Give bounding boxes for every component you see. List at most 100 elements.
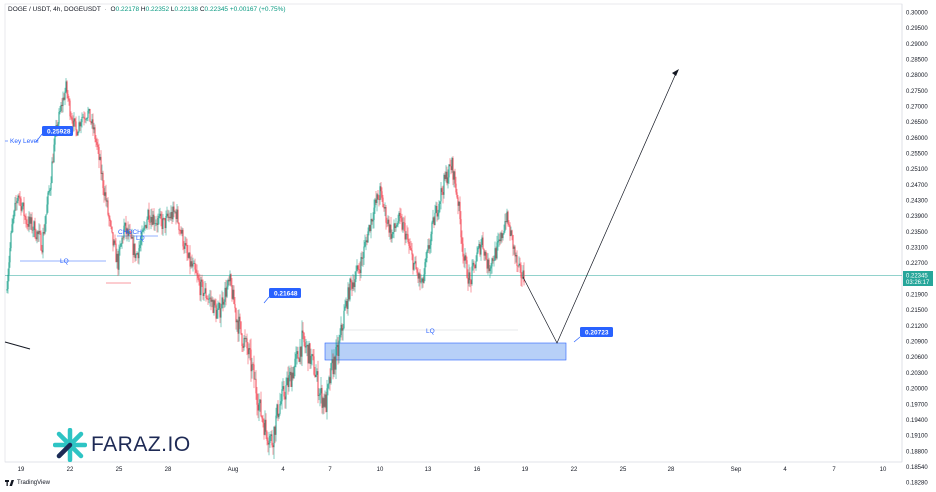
last-price-tag[interactable]: 0.22345 03:26:17 (903, 271, 933, 286)
candle (261, 415, 263, 422)
candle (284, 391, 286, 409)
candle (151, 208, 153, 227)
candle (484, 250, 486, 262)
candle (396, 222, 398, 228)
candle (196, 264, 198, 283)
price-tick-label: 0.22700 (906, 261, 928, 267)
price-tick-label: 0.30000 (906, 11, 928, 17)
candle (453, 170, 455, 188)
candle (371, 218, 373, 225)
time-tick-label: 13 (425, 467, 432, 473)
time-tick-label: 16 (474, 467, 481, 473)
candle (98, 143, 100, 169)
candle (45, 214, 47, 232)
candle (15, 195, 17, 211)
candle (27, 216, 29, 231)
candle (332, 353, 334, 380)
candle (228, 276, 230, 286)
price-tick-label: 0.23500 (906, 230, 928, 236)
high-value: 0.22352 (145, 6, 170, 13)
candle (308, 341, 310, 364)
candle (221, 290, 223, 309)
time-tick-label: 28 (165, 467, 172, 473)
candle (79, 120, 81, 131)
candle (401, 213, 403, 232)
candle (364, 234, 366, 248)
candle (287, 366, 289, 395)
candle (356, 259, 358, 272)
candle (316, 368, 318, 382)
candle (441, 186, 443, 196)
candle (338, 334, 340, 364)
candle (486, 252, 488, 274)
candle (51, 157, 53, 184)
candle (223, 299, 225, 309)
candle (239, 313, 241, 330)
candle (445, 165, 447, 183)
candle (302, 322, 304, 340)
candle (507, 210, 509, 227)
candle (236, 318, 238, 332)
candle (320, 376, 322, 404)
candle (429, 239, 431, 255)
tradingview-footer[interactable]: TradingView (5, 480, 50, 486)
candle (350, 276, 352, 291)
price-tick-label: 0.19400 (906, 418, 928, 424)
price-axis[interactable]: 0.30000 0.29500 0.29000 0.28500 0.28000 0.275… (906, 11, 928, 487)
candle (474, 264, 476, 269)
candle (13, 209, 15, 224)
candle (73, 112, 75, 132)
candle (121, 235, 123, 249)
candle (288, 365, 290, 392)
candle (256, 387, 258, 416)
candle (233, 285, 235, 305)
candle (435, 201, 437, 214)
trend-line-left (4, 341, 31, 350)
candle (100, 150, 102, 181)
candle (92, 113, 94, 136)
candle (184, 236, 186, 254)
tradingview-brand: TradingView (17, 480, 51, 486)
candle (17, 194, 19, 204)
candle (89, 108, 91, 122)
callout-key-level[interactable]: 0.25928 (35, 126, 73, 143)
candle (177, 206, 179, 224)
candle (495, 246, 497, 261)
candle (326, 379, 328, 420)
candle (169, 212, 171, 221)
candle (414, 256, 416, 265)
candle (139, 238, 141, 252)
candle (199, 274, 201, 301)
price-tick-label: 0.18800 (906, 449, 928, 455)
callout-target[interactable]: 0.20723 (573, 327, 613, 343)
candle (241, 332, 243, 352)
time-tick-label: 19 (522, 467, 529, 473)
candle (509, 222, 511, 241)
candle (268, 431, 270, 456)
candle (30, 213, 32, 230)
candle (64, 87, 66, 106)
time-tick-label: 19 (18, 467, 25, 473)
callout-mid[interactable]: 0.21648 (263, 288, 301, 304)
candle (341, 323, 343, 341)
candle (78, 115, 80, 134)
projection-arrowhead (672, 69, 679, 76)
candle (275, 407, 277, 442)
candle (331, 349, 333, 371)
time-axis[interactable]: 19 22 25 28 Aug 4 7 10 13 16 19 22 25 28 Sep 4 7 10 (5, 461, 902, 473)
open-label: O (110, 6, 116, 13)
time-tick-label: 10 (880, 467, 887, 473)
candle (388, 216, 390, 237)
candle (189, 245, 191, 275)
candle (8, 255, 10, 282)
candle (373, 199, 375, 229)
time-tick-label: 7 (832, 467, 836, 473)
candle (382, 194, 384, 208)
candle (90, 121, 92, 126)
candle (386, 217, 388, 228)
demand-zone[interactable] (324, 342, 567, 361)
candle (246, 333, 248, 356)
candle (158, 208, 160, 225)
candle (310, 348, 312, 369)
